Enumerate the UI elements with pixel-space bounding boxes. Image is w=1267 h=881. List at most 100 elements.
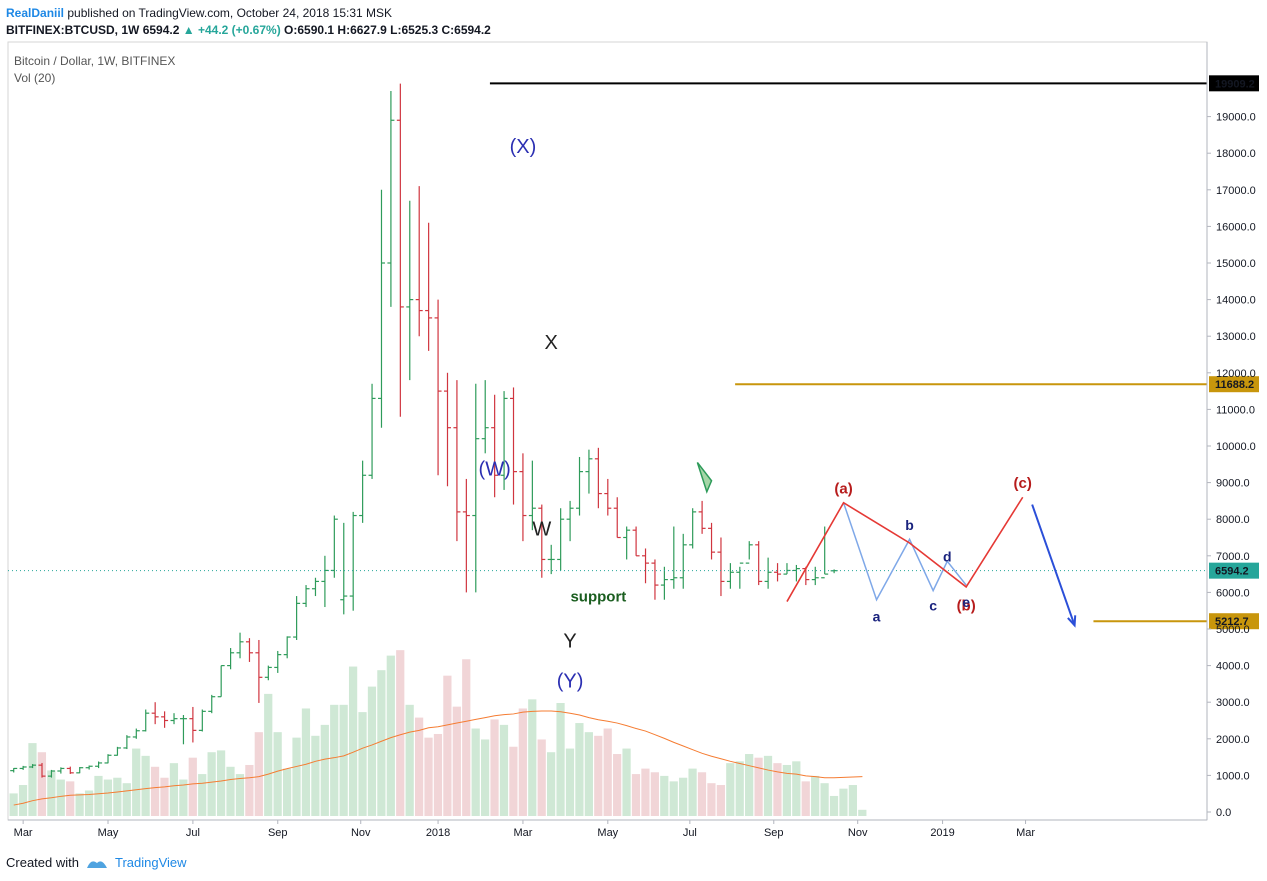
y-tick-label: 4000.0 [1216, 661, 1250, 673]
ohlc-bar [783, 563, 791, 575]
ohlc-bar [472, 383, 480, 593]
x-tick-label: Jul [683, 827, 697, 839]
wave-label: d [943, 548, 952, 564]
volume-bar [452, 706, 461, 816]
y-tick-label: 14000.0 [1216, 295, 1256, 307]
volume-bar [254, 732, 263, 816]
ohlc-bar [311, 577, 319, 597]
volume-bar [707, 783, 716, 816]
volume-bar [829, 795, 839, 816]
volume-bar [735, 761, 744, 816]
volume-bar [226, 766, 235, 816]
volume-bar [641, 768, 650, 816]
volume-bar [782, 764, 791, 816]
ohlc-bar [679, 533, 687, 589]
volume-ma [13, 710, 863, 806]
x-tick-label: Nov [848, 827, 868, 839]
volume-bar [613, 754, 622, 816]
volume-bar [811, 775, 820, 816]
ohlc-bar [66, 766, 74, 774]
volume-bar [141, 755, 150, 816]
ohlc-bar [368, 383, 376, 479]
ohlc-bar [264, 665, 272, 681]
y-tick-label: 17000.0 [1216, 185, 1256, 197]
up-arrow-icon: ▲ [182, 23, 195, 37]
ohlc-bar [161, 711, 169, 728]
ohlc-bar [95, 761, 103, 769]
volume-bar [358, 712, 367, 816]
volume-ma-line [13, 710, 863, 806]
ohlc-bar [359, 460, 367, 523]
ohlc-bar [792, 564, 800, 582]
x-tick-label: Nov [351, 827, 371, 839]
ohlc-bar [491, 394, 499, 498]
volume-bar [433, 733, 443, 816]
tradingview-logo-icon [86, 860, 107, 868]
ohlc-bar [85, 765, 93, 770]
volume-bar [169, 763, 179, 816]
wave-label: support [570, 589, 626, 606]
y-tick-label: 19000.0 [1216, 112, 1256, 124]
volume-legend: Vol (20) [14, 71, 55, 85]
volume-bar [37, 752, 47, 816]
ohlc-bar [321, 555, 329, 608]
volume-bar [650, 772, 659, 816]
wave-label: (c) [1014, 475, 1032, 492]
volume-bar [405, 704, 414, 816]
publish-header: RealDaniil published on TradingView.com,… [6, 5, 392, 21]
ohlc-bar [217, 664, 225, 698]
volume-bar [216, 750, 226, 816]
volume-bar [301, 708, 311, 816]
volume-bar [330, 704, 339, 816]
tradingview-link[interactable]: TradingView [114, 855, 187, 870]
volume-bar [132, 748, 141, 816]
y-tick-label: 18000.0 [1216, 148, 1256, 160]
wave-label: (X) [510, 136, 537, 158]
ohlc-bar [604, 478, 612, 516]
ohlc-bar [113, 746, 121, 756]
ohlc-bar [208, 694, 216, 714]
author-link[interactable]: RealDaniil [6, 6, 65, 20]
ohlc-bar [462, 478, 470, 593]
ohlc-bar [736, 562, 744, 589]
ohlc-bar [255, 639, 263, 703]
ohlc-bar [689, 508, 697, 549]
y-tick-label: 0.0 [1216, 807, 1231, 819]
volume-bar [18, 785, 28, 816]
y-tick-label: 2000.0 [1216, 734, 1250, 746]
price-change: +44.2 (+0.67%) [197, 23, 281, 37]
wave-label: (a) [834, 481, 852, 498]
volume-bar [660, 775, 669, 816]
ohlc-bar [755, 541, 763, 586]
ohlc-bar [387, 90, 395, 307]
ohlc-bar [585, 449, 593, 494]
volume-bar [499, 724, 509, 816]
ohlc-bar [396, 83, 404, 417]
x-tick-label: 2018 [426, 827, 450, 839]
volume-bar [377, 670, 386, 816]
ohlc-bar [528, 460, 536, 531]
volume-bar [669, 781, 678, 816]
volume-bar [763, 755, 773, 816]
volume-bar [584, 732, 593, 816]
volume-bars [9, 650, 867, 816]
volume-bar [792, 761, 801, 816]
volume-bar [575, 723, 584, 816]
wave-label: c [929, 598, 937, 614]
ohlc-bar [500, 391, 508, 490]
x-tick-label: May [98, 827, 119, 839]
x-tick-label: Sep [268, 827, 288, 839]
footer: Created with TradingView [6, 855, 187, 870]
arrow-head-icon [1067, 615, 1077, 628]
ohlc-bar [377, 189, 385, 428]
symbol-name: BITFINEX:BTCUSD, 1W [6, 23, 140, 37]
ohlc-bar [642, 548, 650, 584]
volume-bar [754, 757, 763, 816]
ohlc-bar [170, 713, 178, 725]
ohlc-bar [189, 706, 197, 743]
ohlc-bar [443, 372, 451, 487]
volume-bar [367, 686, 377, 816]
ohlc-bar [726, 563, 734, 589]
major-wave-line [786, 496, 1024, 602]
